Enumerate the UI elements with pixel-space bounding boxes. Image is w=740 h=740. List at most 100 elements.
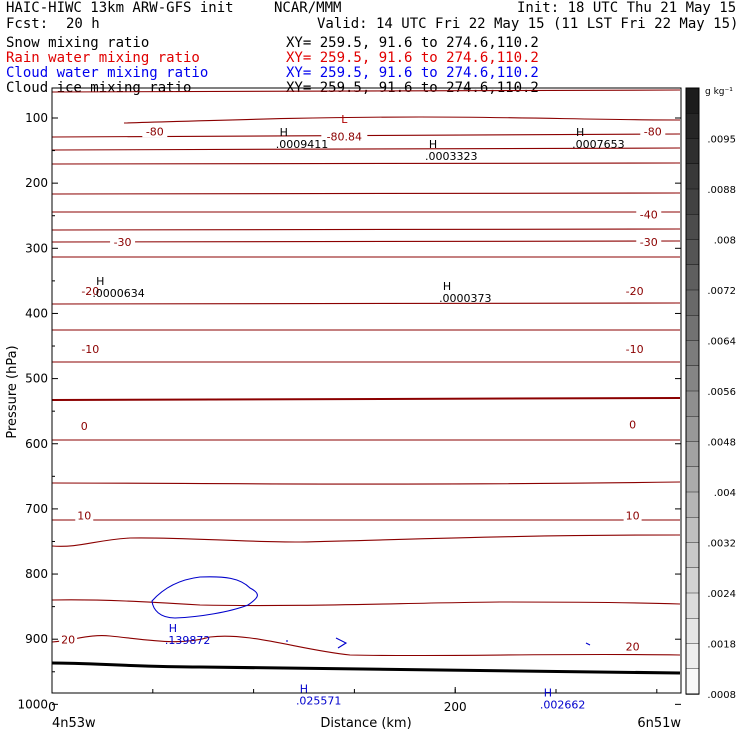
cloud-water-contour [335, 637, 348, 649]
colorbar-swatch [685, 416, 700, 443]
temp-contour [51, 599, 681, 607]
temp-contour [51, 192, 681, 195]
colorbar-label: .0048 [707, 438, 736, 449]
contour-label-bg [623, 639, 642, 653]
colorbar-swatch [685, 542, 700, 569]
colorbar-swatch [685, 567, 700, 594]
extremum-value: .025571 [296, 695, 342, 708]
colorbar-label: .0072 [707, 286, 736, 297]
extremum-value: .0007653 [572, 138, 625, 151]
temp-contour [51, 228, 681, 231]
rain-field-label: Rain water mixing ratio [6, 50, 200, 66]
extremum-mark: L [341, 113, 348, 126]
y-tick-label: 900 [25, 632, 48, 646]
valid-time: Valid: 14 UTC Fri 22 May 15 (11 LST Fri … [317, 16, 739, 32]
temp-contour [51, 89, 681, 93]
contour-label-bg [142, 124, 168, 138]
init-time: Init: 18 UTC Thu 21 May 15 [517, 0, 737, 16]
extremum-mark: H [443, 280, 451, 293]
temperature-contour-label: -20 [81, 285, 99, 298]
left-endpoint-label: 4n53w [52, 716, 96, 731]
x-tick-label: 0 [48, 700, 56, 714]
colorbar-label: .0032 [707, 539, 736, 550]
temperature-contours [51, 89, 681, 657]
y-tick-label: 300 [25, 241, 48, 255]
colorbar-swatch [685, 239, 700, 266]
temperature-contour-label: 0 [81, 420, 88, 433]
temp-contour [51, 133, 681, 138]
temp-contour [51, 162, 681, 165]
extremum-mark: H [280, 126, 288, 139]
contour-label-bg [636, 235, 662, 249]
temperature-contour-label: -30 [640, 236, 658, 249]
colorbar-swatch [685, 163, 700, 190]
cloud-water-contour [151, 576, 258, 619]
colorbar-label: .0095 [707, 135, 736, 146]
temperature-contour-label: -20 [626, 285, 644, 298]
contour-label-bg [75, 508, 94, 522]
temp-contour [51, 147, 681, 151]
colorbar-swatch [685, 264, 700, 291]
temp-contour [51, 302, 681, 305]
y-tick-label: 1000 [17, 697, 48, 711]
extremum-value: .0000634 [92, 287, 145, 300]
temperature-contour-label: -80.84 [327, 131, 362, 144]
temperature-contour-label: 0 [629, 419, 636, 432]
contour-label-bg [59, 632, 78, 646]
colorbar-swatch [685, 87, 700, 114]
extremum-mark: H [169, 622, 177, 635]
y-tick-label: 400 [25, 306, 48, 320]
temp-contour [123, 116, 681, 124]
contour-label-bg [627, 417, 639, 431]
temperature-contour-label: 10 [77, 510, 91, 523]
temp-contour [51, 240, 681, 243]
contour-label-bg [622, 283, 648, 297]
colorbar-label: .008 [714, 236, 736, 247]
extremum-value: .002662 [540, 699, 586, 712]
rain-field-xy: XY= 259.5, 91.6 to 274.6,110.2 [286, 50, 539, 66]
contour-label-bg [636, 207, 662, 221]
temperature-contour-label: -80 [146, 125, 164, 138]
cloud-water-field-label: Cloud water mixing ratio [6, 65, 209, 81]
y-axis-title: Pressure (hPa) [5, 345, 20, 438]
extremum-value: .0009411 [276, 138, 329, 151]
snow-field-label: Snow mixing ratio [6, 35, 150, 51]
temperature-contour-label: -30 [114, 236, 132, 249]
temp-contour [51, 481, 681, 485]
y-tick-label: 100 [25, 111, 48, 125]
y-tick-label: 800 [25, 567, 48, 581]
temperature-contour-label: 10 [626, 510, 640, 523]
contour-label-bg [623, 508, 642, 522]
temp-contour [51, 635, 681, 657]
colorbar-swatch [685, 188, 700, 215]
colorbar-label: .0088 [707, 185, 736, 196]
temp-contour [51, 534, 681, 547]
temperature-contour-label: 20 [61, 634, 75, 647]
forecast-hour: 20 h [66, 16, 100, 32]
colorbar-swatch [685, 315, 700, 342]
y-tick-label: 200 [25, 176, 48, 190]
extremum-mark: H [576, 126, 584, 139]
contour-label-bg [640, 124, 666, 138]
cloud-water-contours [151, 576, 591, 649]
colorbar-swatch [685, 668, 700, 695]
contour-label-bg [78, 418, 90, 432]
zero-degree-contour [51, 397, 681, 401]
colorbar-label: .004 [714, 488, 736, 499]
y-tick-label: 500 [25, 372, 48, 386]
colorbar-swatch [685, 214, 700, 241]
y-tick-label: 600 [25, 437, 48, 451]
colorbar-swatch [685, 491, 700, 518]
contour-label-bg [110, 235, 136, 249]
colorbar-label: .0008 [707, 690, 736, 701]
colorbar-swatch [685, 643, 700, 670]
extremum-mark: H [544, 687, 552, 700]
colorbar-swatch [685, 466, 700, 493]
colorbar-frame [685, 87, 700, 695]
colorbar-swatch [685, 441, 700, 468]
cloud-water-field-xy: XY= 259.5, 91.6 to 274.6,110.2 [286, 65, 539, 81]
forecast-label: Fcst: [6, 16, 49, 32]
temperature-contour-label: -40 [640, 209, 658, 222]
extremum-mark: H [96, 275, 104, 288]
